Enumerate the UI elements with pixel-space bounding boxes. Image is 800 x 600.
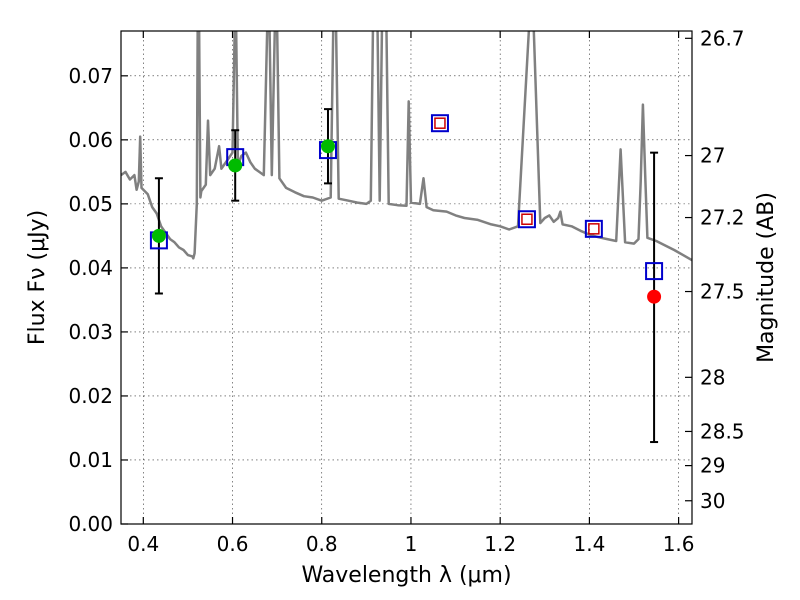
y-tick-label: 0.04 [68, 256, 113, 280]
y-tick-label: 0.00 [68, 512, 113, 536]
x-tick-label: 0.6 [217, 532, 249, 556]
model-spectrum [121, 31, 692, 262]
predicted-flux-box-inner [434, 117, 446, 129]
y-tick-label: 0.02 [68, 384, 113, 408]
detection-point [151, 228, 166, 243]
mag-tick-label: 27.5 [700, 280, 745, 304]
mag-tick-label: 26.7 [700, 26, 745, 50]
y-tick-label: 0.03 [68, 320, 113, 344]
y-tick-label: 0.01 [68, 448, 113, 472]
detection-point [320, 139, 335, 154]
x-tick-label: 0.4 [127, 532, 159, 556]
plot-frame [120, 30, 693, 525]
predicted-flux-box-inner [588, 223, 600, 235]
model-flux-box [645, 262, 664, 281]
predicted-flux-box [430, 114, 449, 133]
mag-tick-label: 27 [700, 144, 725, 168]
x-tick-label: 1.6 [663, 532, 695, 556]
predicted-flux-box [584, 219, 603, 238]
detection-point [228, 158, 243, 173]
mag-tick-label: 28.5 [700, 419, 745, 443]
predicted-flux-box [517, 210, 536, 229]
tick-marks: 0.4 0.6 0.8 1 1.2 1.4 1.6 0.00 0.01 0.02 0.03 0.04 0… [68, 26, 744, 556]
x-axis-label: Wavelength λ (μm) [301, 563, 511, 588]
y-tick-label: 0.06 [68, 128, 113, 152]
spectrum-line [121, 31, 692, 262]
y-axis-label: Flux Fν (μJy) [25, 210, 50, 345]
x-tick-label: 1 [405, 532, 418, 556]
observed-points [151, 139, 662, 304]
x-tick-label: 1.4 [573, 532, 605, 556]
y-tick-label: 0.07 [68, 64, 113, 88]
mag-tick-label: 29 [700, 454, 725, 478]
grid-lines [121, 31, 692, 525]
predicted-flux-box-inner [521, 213, 533, 225]
x-tick-label: 1.2 [484, 532, 516, 556]
red-point [647, 289, 662, 304]
y-tick-label: 0.05 [68, 192, 113, 216]
mag-tick-label: 27.2 [700, 206, 745, 230]
mag-tick-label: 30 [700, 489, 725, 513]
right-y-axis-label: Magnitude (AB) [754, 192, 779, 363]
x-tick-label: 0.8 [306, 532, 338, 556]
mag-tick-label: 28 [700, 365, 725, 389]
